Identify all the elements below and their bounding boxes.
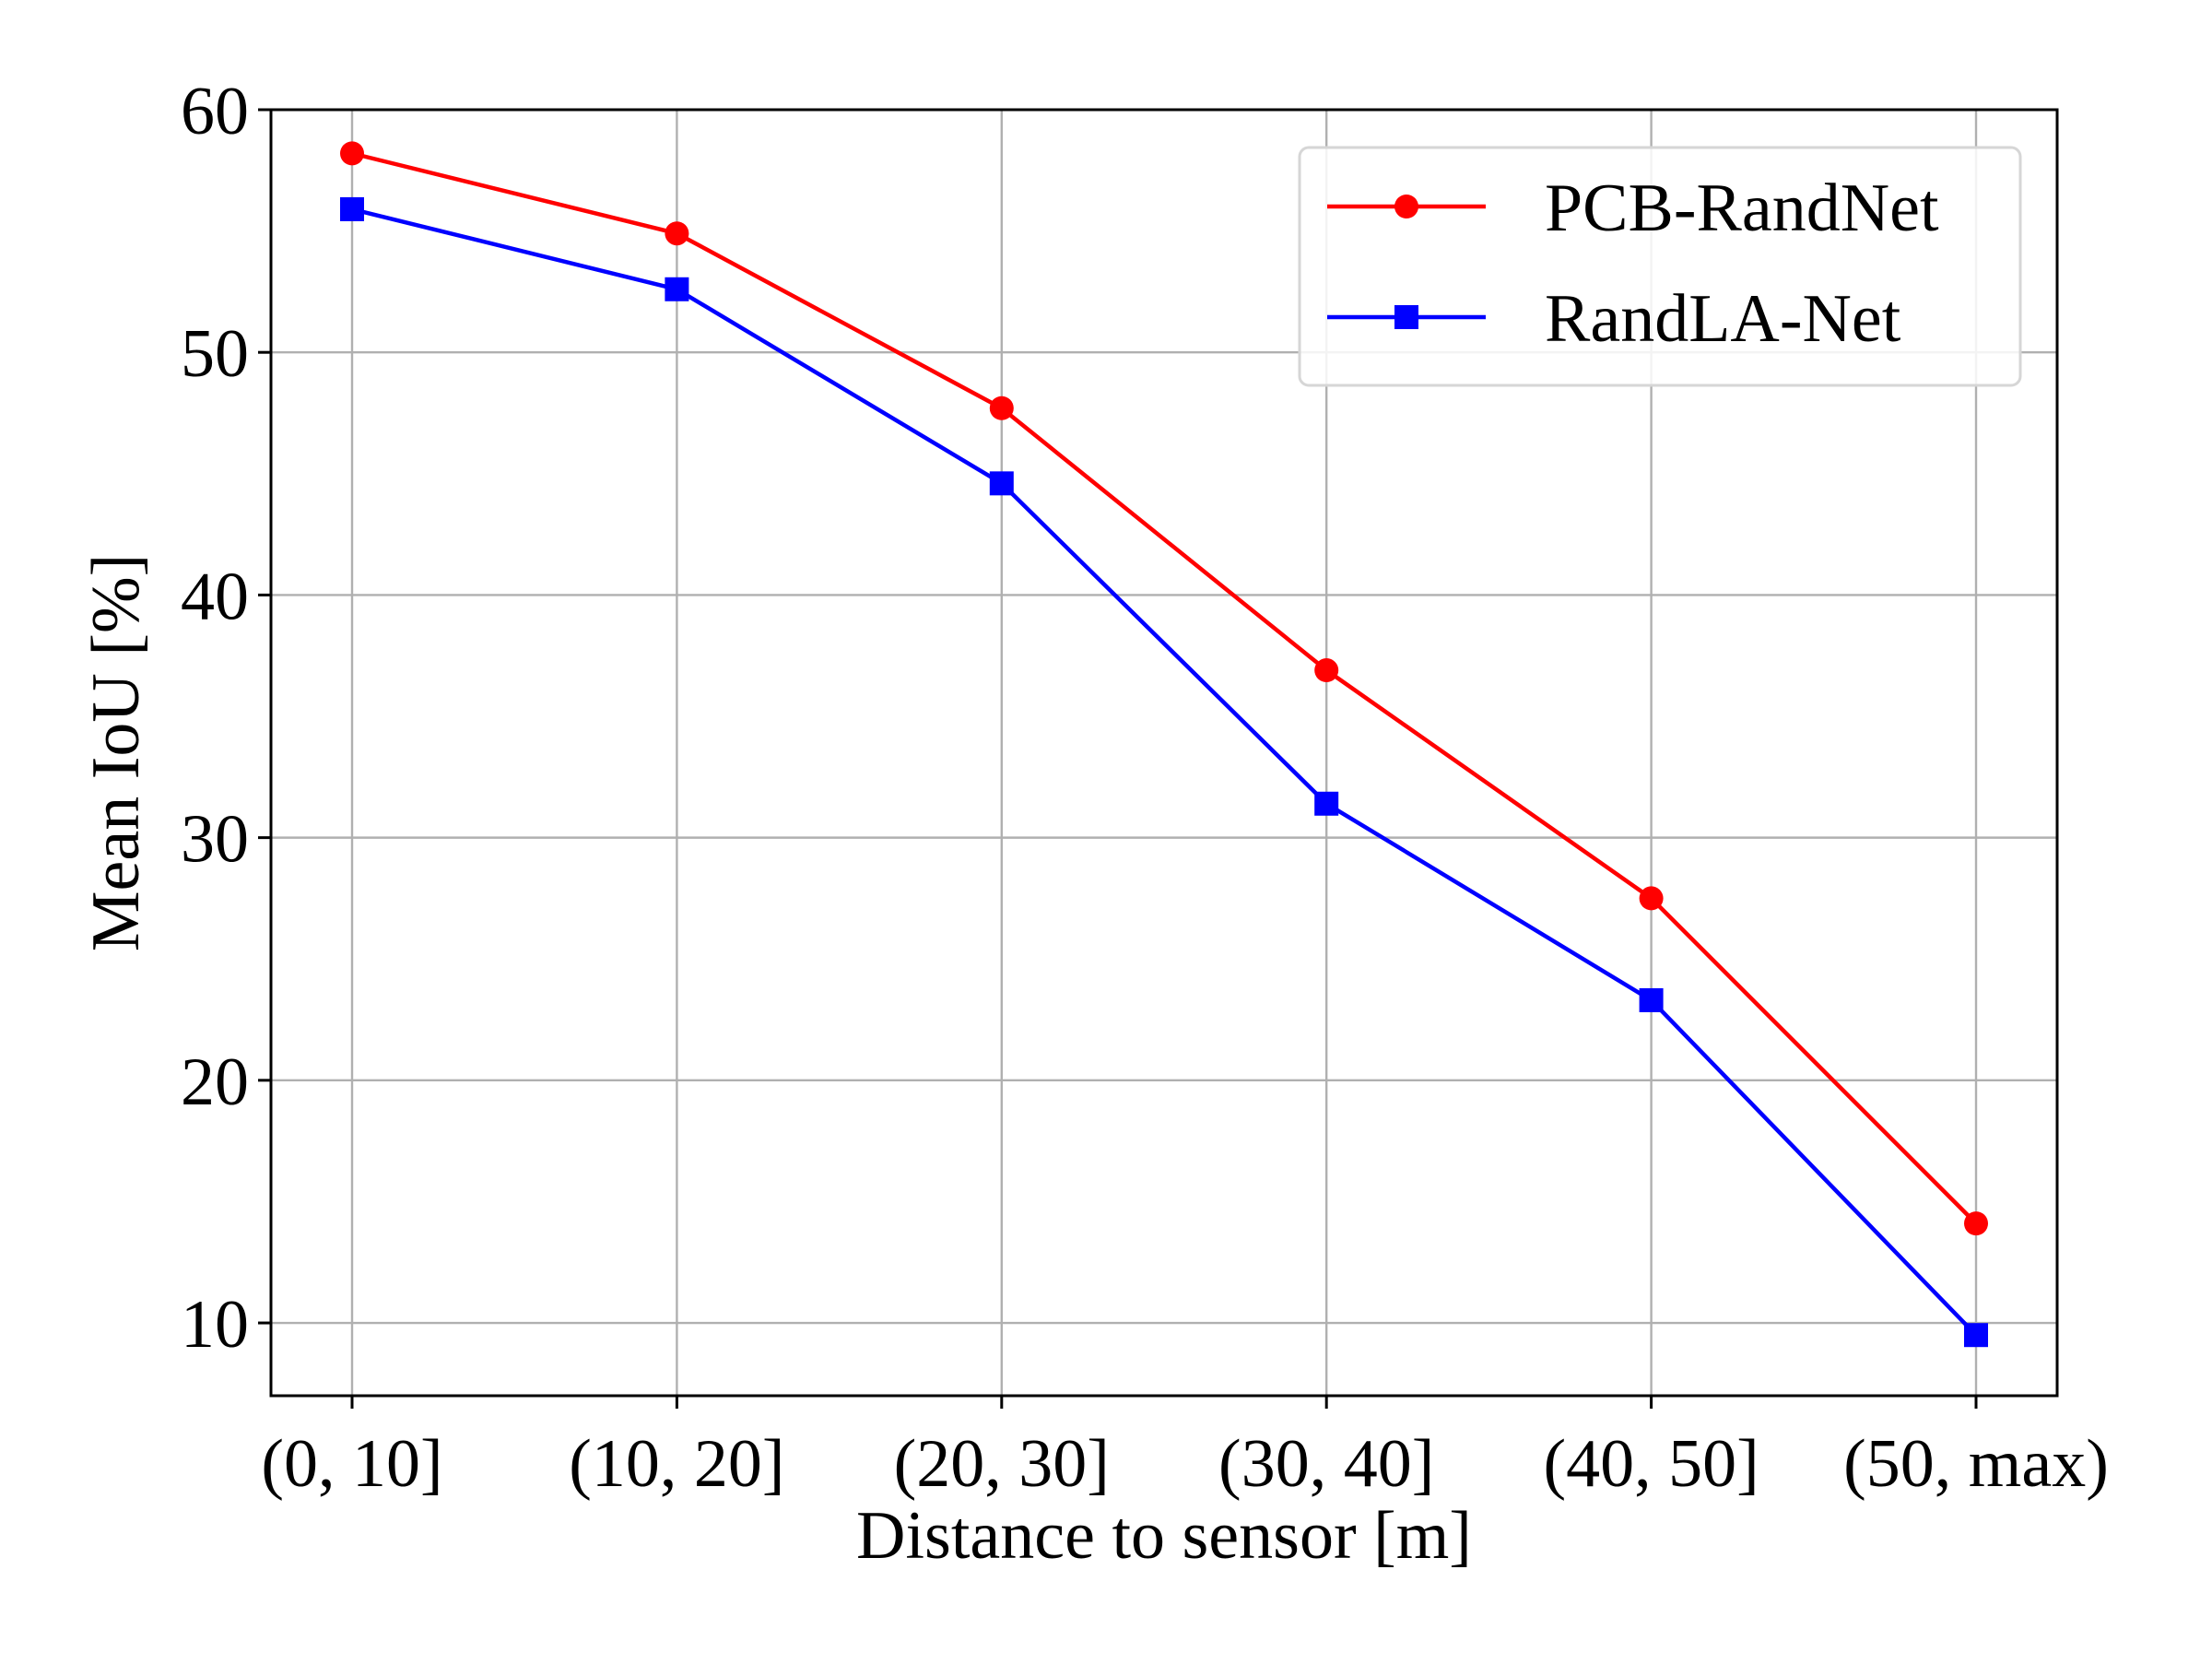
y-axis-ticks: 10 20 30 40 50 60	[181, 74, 271, 1363]
y-tick-label: 50	[181, 316, 249, 392]
x-tick-label: (10, 20]	[569, 1426, 784, 1502]
y-tick-label: 10	[181, 1287, 249, 1363]
data-point	[340, 141, 364, 166]
series-1	[340, 196, 1988, 1348]
data-point	[1639, 886, 1664, 911]
x-axis-ticks: (0, 10] (10, 20] (20, 30] (30, 40] (40, 50] (…	[261, 1396, 2109, 1502]
x-tick-label: (30, 40]	[1218, 1426, 1434, 1502]
legend-label: RandLA-Net	[1545, 281, 1901, 357]
data-point	[989, 395, 1014, 420]
legend: PCB-RandNet RandLA-Net	[1298, 146, 2022, 387]
series-line	[351, 207, 1978, 1337]
y-tick-label: 40	[181, 559, 249, 634]
y-tick-label: 30	[181, 802, 249, 878]
data-point	[989, 471, 1014, 496]
x-tick-label: (40, 50]	[1543, 1426, 1759, 1502]
data-point	[1639, 987, 1664, 1012]
data-point	[1964, 1211, 1988, 1236]
legend-marker	[1394, 195, 1418, 218]
data-point	[340, 196, 364, 221]
y-tick-label: 20	[181, 1044, 249, 1120]
x-tick-label: (0, 10]	[261, 1426, 442, 1502]
data-point	[1314, 658, 1339, 683]
x-tick-label: (50, max)	[1843, 1426, 2109, 1502]
data-point	[1314, 791, 1339, 816]
plot-frame	[269, 108, 2059, 1398]
x-axis-label: Distance to sensor [m]	[856, 1498, 1472, 1574]
y-axis-label: Mean IoU [%]	[78, 554, 154, 952]
y-tick-label: 60	[181, 74, 249, 149]
x-tick-label: (20, 30]	[894, 1426, 1110, 1502]
series-layer	[340, 141, 1988, 1348]
series-0	[340, 141, 1988, 1236]
data-point	[665, 221, 689, 246]
legend-label: PCB-RandNet	[1545, 171, 1939, 246]
data-point	[665, 277, 689, 301]
data-point	[1964, 1323, 1988, 1348]
legend-marker	[1394, 305, 1418, 329]
series-line	[351, 151, 1978, 1225]
